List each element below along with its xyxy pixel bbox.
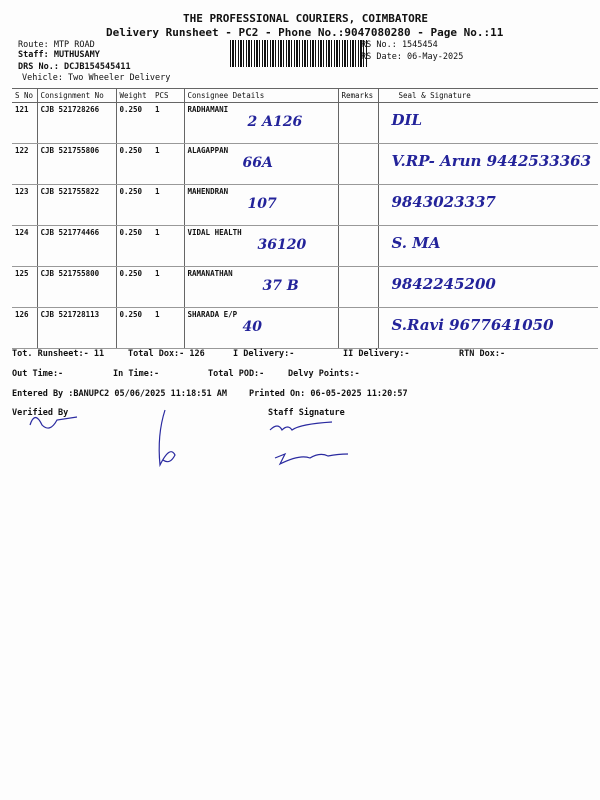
handwritten-door-no: 37 B [262, 278, 299, 294]
pcs-cell: 1 [152, 143, 184, 185]
company-title: THE PROFESSIONAL COURIERS, COIMBATORE [183, 12, 429, 25]
handwritten-signature: DIL [391, 111, 423, 129]
consignee-name: VIDAL HEALTH [187, 228, 242, 237]
consignment-table: S No Consignment No Weight PCS Consignee… [12, 88, 598, 349]
consignee-name: RADHAMANI [187, 105, 229, 114]
remarks-cell [337, 307, 378, 349]
col-consignment: Consignment No [36, 88, 116, 103]
handwritten-door-no: 107 [247, 196, 277, 212]
vehicle: Vehicle: Two Wheeler Delivery [22, 73, 171, 83]
col-seal: Seal & Signature [377, 88, 598, 103]
staff: Staff: MUTHUSAMY [18, 50, 100, 60]
weight-cell: 0.250 [115, 102, 152, 144]
rtn-dox: RTN Dox:- [459, 349, 506, 359]
consignment-no-cell: CJB 521728113 [36, 307, 116, 349]
out-time: Out Time:- [12, 369, 64, 379]
consignment-no-cell: CJB 521755806 [36, 143, 116, 185]
table-row: 124 CJB 521774466 0.250 1 VIDAL HEALTH 36120 S… [12, 225, 598, 267]
consignment-no-cell: CJB 521774466 [36, 225, 116, 267]
consignee-name: MAHENDRAN [187, 187, 229, 196]
delvy-points: Delvy Points:- [288, 369, 360, 379]
handwritten-door-no: 40 [242, 319, 262, 335]
printed-on: Printed On: 06-05-2025 11:20:57 [249, 389, 408, 399]
tot-runsheet: Tot. Runsheet:- 11 [12, 349, 105, 359]
table-header: S No Consignment No Weight PCS Consignee… [12, 88, 598, 103]
consignee-name: RAMANATHAN [187, 269, 233, 278]
remarks-cell [337, 184, 378, 226]
seal-signature-cell: 9842245200 [377, 266, 598, 308]
col-sno: S No [12, 88, 37, 103]
consignee-cell: RADHAMANI 2 A126 [183, 102, 338, 144]
total-dox: Total Dox:- 126 [128, 349, 205, 359]
consignee-cell: SHARADA E/P 40 [183, 307, 338, 349]
pcs-cell: 1 [152, 225, 184, 267]
handwritten-signatures [29, 409, 349, 468]
col-weight: Weight [115, 88, 152, 103]
handwritten-signature: 9842245200 [391, 275, 496, 293]
table-row: 122 CJB 521755806 0.250 1 ALAGAPPAN 66A V.RP- … [12, 143, 598, 185]
consignment-no-cell: CJB 521728266 [36, 102, 116, 144]
remarks-cell [337, 102, 378, 144]
consignee-cell: MAHENDRAN 107 [183, 184, 338, 226]
drs-no: DRS No.: DCJB154545411 [18, 62, 131, 72]
consignee-cell: VIDAL HEALTH 36120 [183, 225, 338, 267]
consignment-no-cell: CJB 521755800 [36, 266, 116, 308]
entered-by: Entered By :BANUPC2 05/06/2025 11:18:51 … [12, 389, 227, 399]
rs-no: RS No.: 1545454 [361, 40, 438, 50]
remarks-cell [337, 266, 378, 308]
verified-by-label: Verified By [12, 408, 69, 418]
handwritten-door-no: 36120 [257, 237, 307, 253]
total-pod: Total POD:- [208, 369, 265, 379]
seal-signature-cell: DIL [377, 102, 598, 144]
seal-signature-cell: V.RP- Arun 9442533363 [377, 143, 598, 185]
staff-signature-label: Staff Signature [268, 408, 345, 418]
sno-cell: 123 [12, 184, 37, 226]
handwritten-signature: 9843023337 [391, 193, 496, 211]
pcs-cell: 1 [152, 266, 184, 308]
weight-cell: 0.250 [115, 143, 152, 185]
barcode [230, 40, 367, 67]
sno-cell: 121 [12, 102, 37, 144]
remarks-cell [337, 225, 378, 267]
handwritten-door-no: 66A [242, 155, 273, 171]
weight-cell: 0.250 [115, 307, 152, 349]
table-row: 125 CJB 521755800 0.250 1 RAMANATHAN 37 B 9842… [12, 266, 598, 308]
consignee-name: SHARADA E/P [187, 310, 238, 319]
col-pcs: PCS [152, 88, 184, 103]
seal-signature-cell: S.Ravi 9677641050 [377, 307, 598, 349]
weight-cell: 0.250 [115, 184, 152, 226]
handwritten-signature: S. MA [391, 234, 441, 252]
weight-cell: 0.250 [115, 266, 152, 308]
sno-cell: 124 [12, 225, 37, 267]
consignee-name: ALAGAPPAN [187, 146, 229, 155]
col-remarks: Remarks [337, 88, 378, 103]
rs-date: RS Date: 06-May-2025 [361, 52, 464, 62]
ii-delivery: II Delivery:- [343, 349, 410, 359]
pcs-cell: 1 [152, 102, 184, 144]
consignment-no-cell: CJB 521755822 [36, 184, 116, 226]
sno-cell: 125 [12, 266, 37, 308]
handwritten-signature: V.RP- Arun 9442533363 [391, 152, 592, 170]
seal-signature-cell: S. MA [377, 225, 598, 267]
in-time: In Time:- [113, 369, 160, 379]
seal-signature-cell: 9843023337 [377, 184, 598, 226]
runsheet-subtitle: Delivery Runsheet - PC2 - Phone No.:9047… [106, 26, 504, 39]
remarks-cell [337, 143, 378, 185]
i-delivery: I Delivery:- [233, 349, 295, 359]
table-row: 121 CJB 521728266 0.250 1 RADHAMANI 2 A126 DIL [12, 102, 598, 144]
pcs-cell: 1 [152, 184, 184, 226]
consignee-cell: ALAGAPPAN 66A [183, 143, 338, 185]
weight-cell: 0.250 [115, 225, 152, 267]
table-row: 123 CJB 521755822 0.250 1 MAHENDRAN 107 984302… [12, 184, 598, 226]
handwritten-door-no: 2 A126 [247, 114, 303, 130]
pcs-cell: 1 [152, 307, 184, 349]
consignee-cell: RAMANATHAN 37 B [183, 266, 338, 308]
sno-cell: 126 [12, 307, 37, 349]
table-row: 126 CJB 521728113 0.250 1 SHARADA E/P 40 S.Rav… [12, 307, 598, 349]
col-consignee: Consignee Details [183, 88, 338, 103]
sno-cell: 122 [12, 143, 37, 185]
handwritten-signature: S.Ravi 9677641050 [391, 316, 554, 334]
route: Route: MTP ROAD [18, 40, 95, 50]
